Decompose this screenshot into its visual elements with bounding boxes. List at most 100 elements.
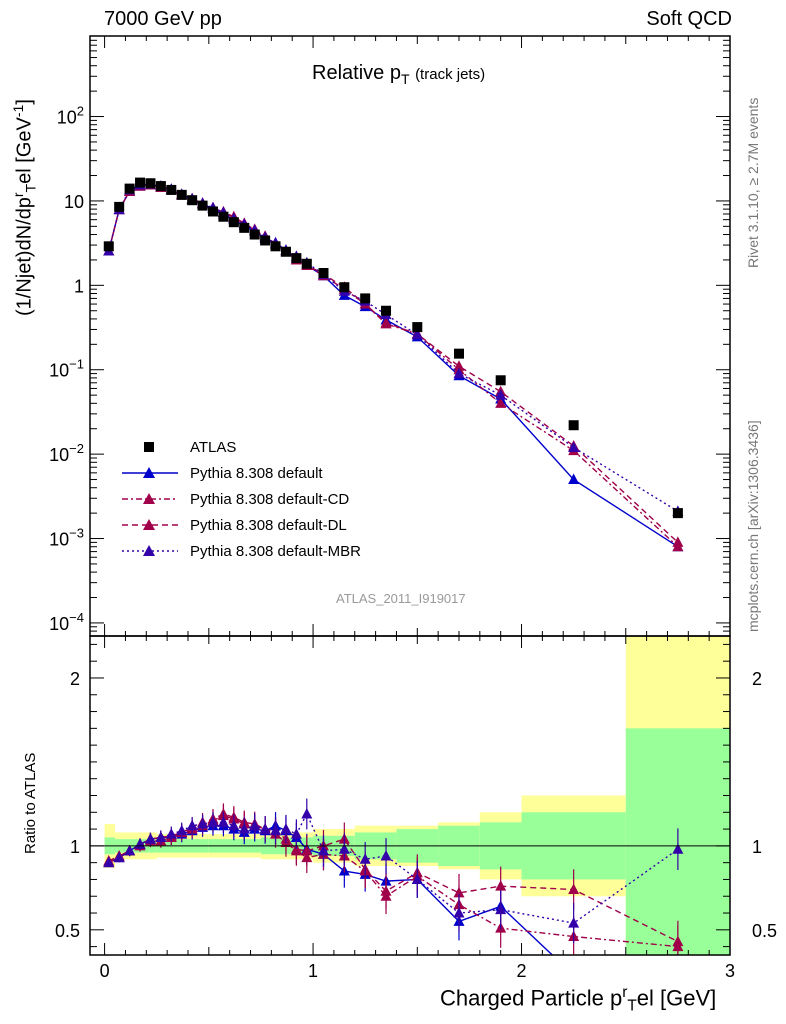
atlas-data-points (103, 177, 683, 519)
ratio-marker-dl-19 (301, 844, 313, 856)
atlas-point-13 (239, 222, 250, 233)
atlas-point-20 (318, 268, 329, 279)
atlas-point-6 (166, 184, 177, 195)
ratio-marker-default-27 (568, 969, 579, 980)
main-marker-mbr-25 (453, 367, 465, 379)
legend-item-default: Pythia 8.308 default (120, 461, 323, 485)
main-marker-dl-28 (672, 536, 684, 547)
ratio-marker-mbr-22 (359, 853, 371, 864)
atlas-point-27 (568, 420, 579, 431)
y-axis-label-ratio: Ratio to ATLAS (22, 752, 39, 854)
ratio-marker-mbr-9 (197, 818, 209, 829)
ytick-label-main-10^-3: 10−3 (49, 526, 84, 550)
legend-item-dl: Pythia 8.308 default-DL (120, 513, 347, 537)
ratio-marker-mbr-26 (495, 903, 507, 915)
ratio-marker-mbr-28 (672, 843, 684, 854)
ratio-marker-mbr-19 (301, 807, 313, 819)
ytick-label-main-10: 10 (64, 192, 84, 212)
main-marker-cd-26 (495, 397, 507, 408)
ratio-marker-dl-25 (453, 886, 465, 898)
legend-marker-default (122, 467, 178, 478)
ratio-marker-mbr-18 (290, 828, 302, 839)
ratio-marker-mbr-17 (280, 823, 292, 834)
ytick-label-main-10^2: 102 (57, 104, 84, 128)
atlas-point-21 (339, 282, 350, 293)
main-marker-default-27 (568, 473, 580, 485)
analysis-id: ATLAS_2011_I919017 (336, 591, 466, 606)
xtick-label-2: 2 (517, 961, 527, 981)
ratio-marker-mbr-20 (317, 844, 329, 856)
ratio-marker-dl-28 (672, 935, 684, 947)
atlas-point-28 (672, 508, 683, 519)
atlas-point-3 (135, 177, 146, 188)
mcplots-label: mcplots.cern.ch [arXiv:1306.3436] (745, 420, 761, 632)
atlas-point-23 (381, 305, 392, 316)
header-left: 7000 GeV pp (104, 8, 222, 30)
ytick-label-main-10^-2: 10−2 (49, 441, 84, 465)
ratio-marker-mbr-23 (380, 849, 392, 861)
legend-item-mbr: Pythia 8.308 default-MBR (120, 539, 361, 563)
atlas-point-0 (103, 241, 114, 252)
ratio-marker-mbr-21 (338, 843, 350, 854)
ratio-marker-mbr-11 (217, 816, 229, 827)
axes-frames (89, 35, 731, 956)
ratio-marker-mbr-8 (186, 819, 198, 831)
ratio-marker-mbr-10 (207, 816, 219, 827)
ratio-marker-mbr-7 (176, 824, 188, 836)
atlas-point-9 (197, 200, 208, 211)
atlas-point-1 (114, 201, 125, 212)
xtick-label-1: 1 (308, 961, 318, 981)
ratio-marker-mbr-6 (165, 828, 177, 839)
ratio-marker-mbr-15 (259, 823, 271, 834)
main-marker-dl-23 (380, 316, 392, 328)
ratio-uncertainty-band (104, 636, 730, 955)
atlas-point-25 (453, 348, 464, 359)
legend-marker-dl (122, 519, 178, 530)
atlas-point-24 (412, 322, 423, 333)
ytick-label-ratio-l-1: 1 (70, 837, 80, 857)
ratio-markers-mbr (103, 798, 684, 944)
xtick-label-3: 3 (725, 961, 735, 981)
atlas-point-26 (495, 375, 506, 386)
x-axis-label: Charged Particle prTel [GeV] (440, 984, 717, 1015)
ratio-marker-mbr-1 (113, 851, 125, 863)
atlas-point-10 (207, 206, 218, 217)
ytick-label-main-10^-1: 10−1 (49, 357, 84, 381)
ratio-marker-mbr-12 (228, 819, 240, 831)
legend-item-atlas: ATLAS (120, 435, 236, 459)
atlas-point-4 (145, 178, 156, 189)
ytick-label-main-10^-4: 10−4 (49, 610, 84, 634)
ytick-label-ratio-l-0.5: 0.5 (55, 921, 80, 941)
title-main: Relative p (312, 62, 401, 84)
title-sub: T (400, 71, 410, 87)
atlas-point-8 (187, 195, 198, 206)
atlas-point-18 (291, 253, 302, 264)
ratio-marker-mbr-0 (103, 856, 115, 868)
y-axis-label-main: (1/Njet)dN/dprTel [GeV-1] (10, 99, 39, 316)
atlas-point-12 (228, 217, 239, 228)
main-marker-mbr-24 (411, 328, 423, 340)
main-marker-mbr-27 (568, 441, 580, 452)
atlas-point-14 (249, 229, 260, 240)
atlas-point-7 (176, 189, 187, 200)
ratio-marker-mbr-24 (411, 873, 423, 884)
main-marker-dl-25 (453, 360, 465, 371)
ratio-marker-mbr-2 (124, 844, 136, 856)
atlas-point-2 (124, 183, 135, 194)
main-marker-mbr-26 (495, 389, 507, 400)
ratio-line-dl (108, 813, 679, 943)
atlas-point-19 (301, 258, 312, 269)
atlas-point-22 (360, 293, 371, 304)
atlas-point-16 (270, 241, 281, 252)
ratio-marker-mbr-13 (238, 823, 250, 834)
atlas-point-15 (260, 235, 271, 246)
legend-item-cd: Pythia 8.308 default-CD (120, 487, 349, 511)
ratio-marker-mbr-4 (144, 833, 156, 844)
header-right: Soft QCD (646, 8, 732, 30)
ytick-label-ratio-l-2: 2 (70, 669, 80, 689)
ratio-marker-dl-27 (568, 883, 580, 895)
xtick-label-0: 0 (100, 961, 110, 981)
title-note: (track jets) (415, 66, 486, 83)
ratio-marker-mbr-5 (155, 831, 167, 842)
